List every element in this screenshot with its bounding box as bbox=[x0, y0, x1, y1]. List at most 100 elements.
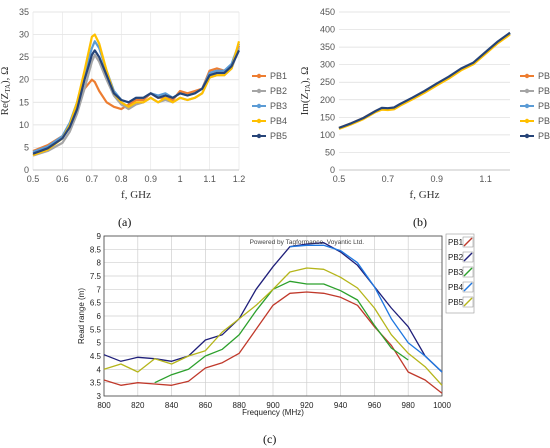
legend-label: PB2 bbox=[538, 86, 550, 96]
y-tick-label: 200 bbox=[320, 95, 335, 105]
legend-label: PB1 bbox=[538, 71, 550, 81]
series-line-pb4 bbox=[289, 244, 443, 373]
legend-marker bbox=[256, 88, 262, 94]
y-tick-label: 8 bbox=[97, 259, 102, 268]
legend-marker bbox=[524, 88, 530, 94]
plot-frame bbox=[103, 235, 443, 397]
caption-b: (b) bbox=[413, 215, 427, 229]
y-tick-label: 7.5 bbox=[90, 272, 102, 281]
legend-marker bbox=[524, 118, 530, 124]
legend-marker bbox=[256, 73, 262, 79]
chart-panel-1: 0 5 10 15 20 25 30 35 0.5 0.6 0.7 0.8 0.9 1 1.1 1.2 f, G… bbox=[0, 7, 287, 201]
legend-label: PB2 bbox=[448, 253, 464, 262]
y-tick-label: 4 bbox=[97, 365, 102, 374]
x-tick-label: 0.9 bbox=[430, 174, 443, 184]
x-tick-label: 1.1 bbox=[203, 174, 216, 184]
legend-swatch bbox=[463, 297, 473, 307]
x-tick-label: 0.5 bbox=[333, 174, 346, 184]
x-tick-label: 820 bbox=[131, 401, 145, 410]
y-tick-label: 450 bbox=[320, 7, 335, 17]
chart-panel-3: 3 3.5 4 4.5 5 5.5 6 6.5 7 7.5 8 8.5 9 800 820 840 860 880… bbox=[77, 232, 475, 417]
legend-marker bbox=[256, 133, 262, 139]
x-tick-label: 0.6 bbox=[56, 174, 69, 184]
x-tick-label: 1000 bbox=[433, 401, 451, 410]
y-tick-label: 50 bbox=[325, 147, 335, 157]
x-tick-label: 860 bbox=[199, 401, 213, 410]
series-line-pb5 bbox=[103, 267, 443, 386]
legend-label: PB1 bbox=[448, 238, 464, 247]
x-tick-label: 0.8 bbox=[115, 174, 128, 184]
y-tick-label: 7 bbox=[97, 285, 102, 294]
y-tick-label: 3.5 bbox=[90, 379, 102, 388]
legend-marker bbox=[256, 118, 262, 124]
series-line-pb5 bbox=[32, 49, 240, 155]
legend-label: PB5 bbox=[270, 131, 287, 141]
x-tick-label: 1 bbox=[178, 174, 183, 184]
y-tick-label: 30 bbox=[19, 30, 29, 40]
x-tick-label: 0.9 bbox=[144, 174, 157, 184]
x-tick-label: 0.7 bbox=[86, 174, 99, 184]
x-axis-label: f, GHz bbox=[121, 189, 151, 201]
x-tick-label: 880 bbox=[233, 401, 247, 410]
x-tick-label: 980 bbox=[402, 401, 416, 410]
legend-label: PB4 bbox=[538, 116, 550, 126]
y-tick-label: 35 bbox=[19, 7, 29, 17]
series-line-pb4 bbox=[32, 33, 241, 157]
x-tick-label: 800 bbox=[97, 401, 111, 410]
series-line-pb5 bbox=[338, 31, 511, 129]
y-tick-label: 400 bbox=[320, 25, 335, 35]
legend-label: PB2 bbox=[270, 86, 287, 96]
legend-swatch bbox=[463, 282, 473, 292]
y-tick-label: 100 bbox=[320, 130, 335, 140]
x-axis-label: f, GHz bbox=[410, 189, 440, 201]
legend-label: PB3 bbox=[270, 101, 287, 111]
caption-c: (c) bbox=[263, 432, 277, 446]
x-tick-label: 1.2 bbox=[233, 174, 246, 184]
y-tick-label: 0 bbox=[330, 165, 335, 175]
y-tick-label: 9 bbox=[97, 232, 102, 241]
series-line-pb2 bbox=[103, 242, 443, 373]
y-tick-label: 6.5 bbox=[90, 299, 102, 308]
legend-swatch bbox=[463, 267, 473, 277]
y-tick-label: 20 bbox=[19, 75, 29, 85]
series-line-pb3 bbox=[154, 280, 409, 384]
x-tick-label: 0.7 bbox=[382, 174, 395, 184]
legend-marker bbox=[256, 103, 262, 109]
legend-swatch bbox=[463, 237, 473, 247]
y-tick-label: 5 bbox=[24, 142, 29, 152]
y-tick-label: 4.5 bbox=[90, 352, 102, 361]
chart-panel-2: 0 50 100 150 200 250 300 350 400 450 0.5 0.7 0.9 1.1 f… bbox=[299, 7, 550, 201]
y-tick-label: 5 bbox=[97, 339, 102, 348]
series-line-pb3 bbox=[338, 32, 511, 130]
legend-label: PB4 bbox=[448, 283, 464, 292]
y-tick-label: 8.5 bbox=[90, 245, 102, 254]
y-tick-label: 250 bbox=[320, 77, 335, 87]
y-tick-label: 10 bbox=[19, 120, 29, 130]
legend-label: PB4 bbox=[270, 116, 287, 126]
series-line-pb2 bbox=[338, 32, 511, 130]
x-tick-label: 900 bbox=[266, 401, 280, 410]
y-tick-label: 300 bbox=[320, 60, 335, 70]
x-tick-label: 1.1 bbox=[479, 174, 492, 184]
x-tick-label: 960 bbox=[368, 401, 382, 410]
series-line-pb4 bbox=[338, 33, 511, 130]
legend-marker bbox=[524, 103, 530, 109]
y-tick-label: 150 bbox=[320, 112, 335, 122]
legend-marker bbox=[524, 133, 530, 139]
y-tick-label: 5.5 bbox=[90, 325, 102, 334]
legend-marker bbox=[524, 73, 530, 79]
x-tick-label: 920 bbox=[300, 401, 314, 410]
legend-label: PB3 bbox=[538, 101, 550, 111]
x-tick-label: 0.5 bbox=[27, 174, 40, 184]
y-tick-label: 15 bbox=[19, 97, 29, 107]
y-axis-label: Read range (m) bbox=[77, 288, 86, 344]
y-tick-label: 25 bbox=[19, 52, 29, 62]
caption-a: (a) bbox=[118, 215, 132, 229]
chart-annotation: Powered by Tagformance. Voyantic Ltd. bbox=[250, 239, 365, 246]
x-axis-label: Frequency (MHz) bbox=[242, 408, 304, 417]
legend-swatch bbox=[463, 252, 473, 262]
y-axis-label: Re(ZTA), Ω bbox=[0, 67, 12, 116]
series-line-pb1 bbox=[103, 291, 443, 394]
y-axis-label: Im(ZTA), Ω bbox=[299, 67, 312, 116]
